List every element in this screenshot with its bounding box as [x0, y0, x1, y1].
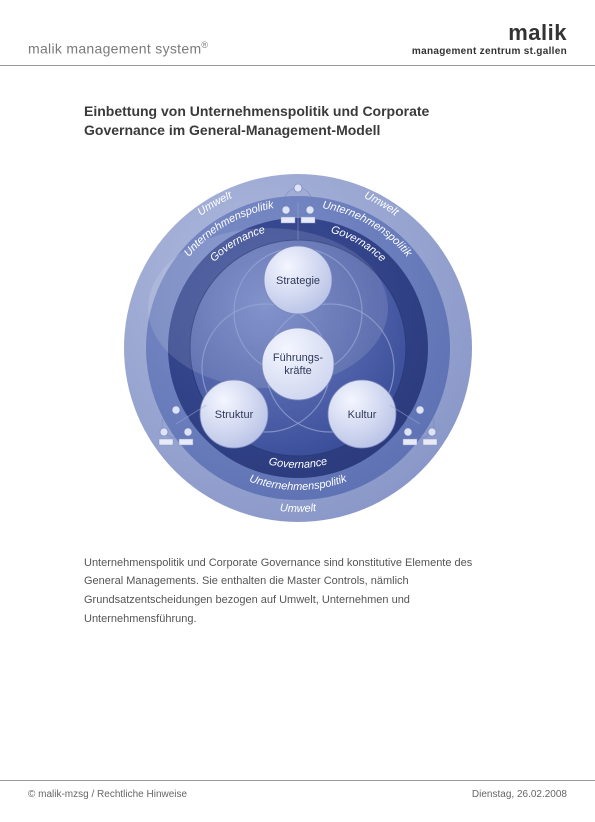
- management-model-diagram: Führungs-kräfteStrategieStrukturKulturUm…: [118, 168, 478, 528]
- registered-mark: ®: [201, 40, 208, 50]
- legal-link[interactable]: Rechtliche Hinweise: [97, 789, 187, 800]
- body-paragraph: Unternehmenspolitik und Corporate Govern…: [84, 554, 511, 629]
- page-header: malik management system® malik managemen…: [0, 0, 595, 66]
- footer-sep: /: [89, 789, 97, 800]
- svg-text:Strategie: Strategie: [275, 275, 319, 287]
- copyright-text: © malik-mzsg: [28, 789, 89, 800]
- diagram-container: Führungs-kräfteStrategieStrukturKulturUm…: [84, 168, 511, 528]
- content-area: Einbettung von Unternehmenspolitik und C…: [0, 66, 595, 629]
- system-name-text: malik management system: [28, 41, 201, 57]
- brand-part-2: k: [554, 20, 567, 45]
- svg-text:Umwelt: Umwelt: [279, 502, 317, 515]
- brand-logo: malik: [412, 20, 567, 46]
- footer-left: © malik-mzsg / Rechtliche Hinweise: [28, 789, 187, 800]
- brand-block: malik management zentrum st.gallen: [412, 20, 567, 57]
- footer-date: Dienstag, 26.02.2008: [472, 789, 567, 800]
- page-title: Einbettung von Unternehmenspolitik und C…: [84, 102, 511, 140]
- svg-text:Kultur: Kultur: [347, 409, 376, 421]
- brand-part-1: mal: [508, 20, 547, 45]
- system-name: malik management system®: [28, 40, 208, 57]
- page-footer: © malik-mzsg / Rechtliche Hinweise Diens…: [0, 780, 595, 800]
- svg-text:Struktur: Struktur: [214, 409, 253, 421]
- brand-subtitle: management zentrum st.gallen: [412, 46, 567, 57]
